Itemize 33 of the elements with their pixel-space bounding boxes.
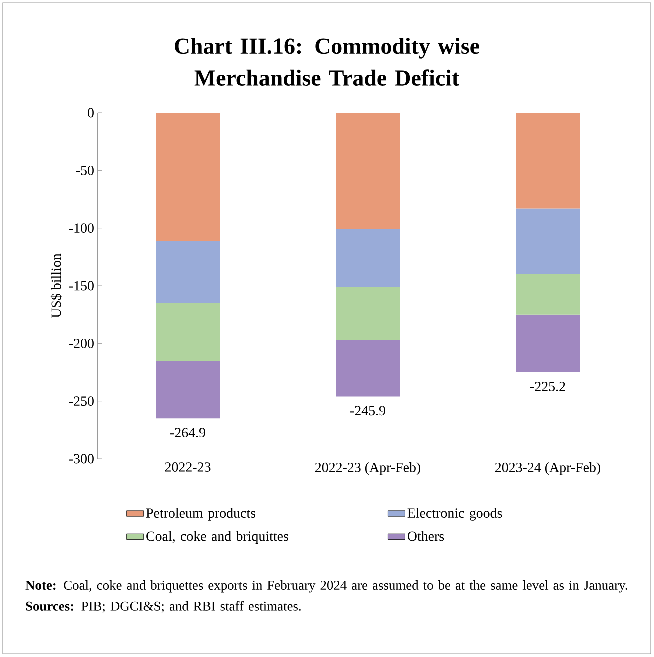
bar xyxy=(516,314,580,373)
text: Note: Coal, coke and briquettes exports in February 2024 are assumed to be at the same level as in January. xyxy=(26,580,628,593)
y-tick-label: 0 xyxy=(88,108,94,118)
y-tick-label: -250 xyxy=(69,396,94,406)
legend-label: Electronic goods xyxy=(408,508,502,521)
text: Sources: PIB; DGCI&S; and RBI staff estimates. xyxy=(26,601,301,613)
legend-label: Coal, coke and briquittes xyxy=(146,531,288,544)
bar xyxy=(336,287,400,340)
x-tick-label: 2022-23 xyxy=(165,462,211,472)
y-tick-label: -100 xyxy=(69,224,94,234)
y-tick-label: -300 xyxy=(69,454,94,464)
bar xyxy=(156,303,220,361)
bar xyxy=(516,208,580,274)
total-label: -245.9 xyxy=(350,406,386,416)
y-tick-label: -150 xyxy=(69,281,94,291)
y-tick-label: -200 xyxy=(69,338,94,348)
bar xyxy=(516,274,580,315)
y-axis-title: US$ billion xyxy=(50,254,62,318)
bar xyxy=(336,229,400,288)
x-tick-label: 2023-24 (Apr-Feb) xyxy=(495,462,601,476)
bar xyxy=(516,113,580,209)
legend-label: Others xyxy=(408,531,444,542)
bar xyxy=(336,340,400,397)
bar xyxy=(156,113,220,242)
bar xyxy=(336,113,400,230)
total-label: -225.2 xyxy=(530,382,566,392)
legend-label: Petroleum products xyxy=(146,508,256,521)
y-tick-label: -50 xyxy=(76,166,94,176)
bar xyxy=(156,241,220,304)
bar xyxy=(156,360,220,419)
chart-title: Chart III.16: Commodity wise Merchandise Trade Deficit xyxy=(175,38,480,86)
total-label: -264.9 xyxy=(170,428,206,438)
x-tick-label: 2022-23 (Apr-Feb) xyxy=(315,462,421,476)
